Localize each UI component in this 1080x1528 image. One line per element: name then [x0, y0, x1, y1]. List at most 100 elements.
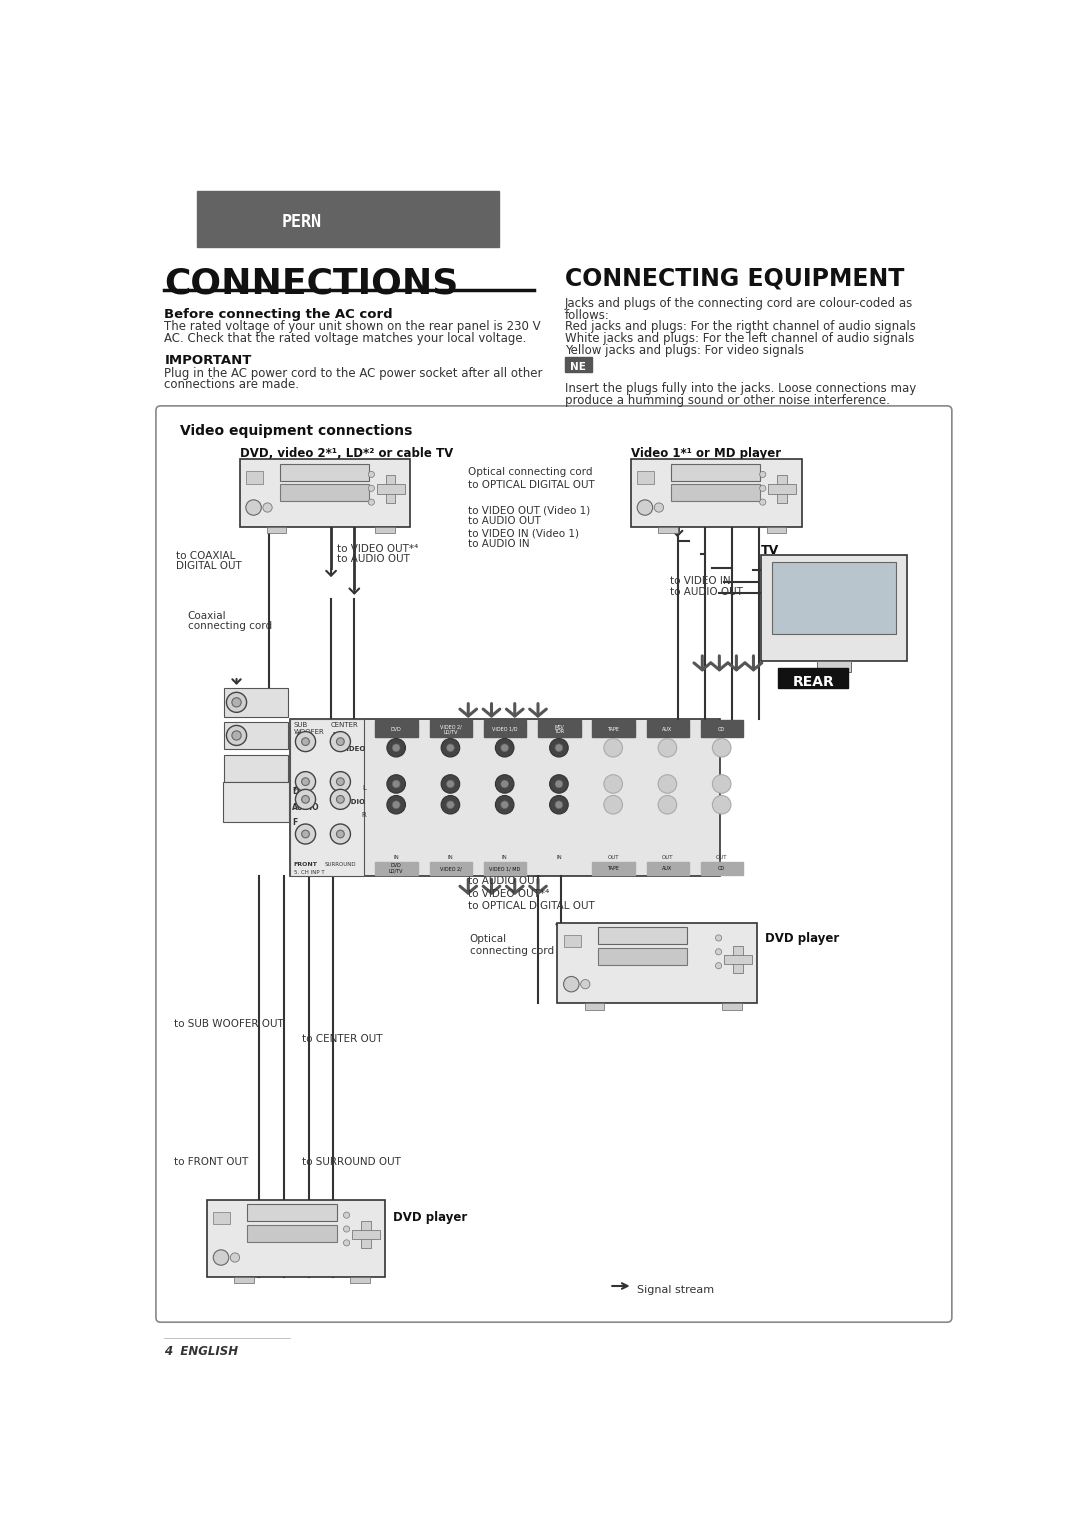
- Text: follows:: follows:: [565, 309, 610, 322]
- Bar: [225, 688, 287, 717]
- Text: TV: TV: [761, 544, 780, 556]
- Bar: [362, 1221, 370, 1248]
- Text: to OPTICAL DIGITAL OUT: to OPTICAL DIGITAL OUT: [469, 480, 595, 490]
- Bar: [484, 862, 526, 876]
- Text: F: F: [293, 817, 298, 827]
- Text: Red jacks and plugs: For the rigtht channel of audio signals: Red jacks and plugs: For the rigtht chan…: [565, 321, 916, 333]
- Circle shape: [550, 775, 568, 793]
- Text: to FRONT OUT: to FRONT OUT: [174, 1157, 248, 1167]
- Text: to COAXIAL: to COAXIAL: [176, 550, 235, 561]
- Text: to SUB WOOFER OUT: to SUB WOOFER OUT: [174, 1019, 283, 1028]
- Circle shape: [658, 796, 677, 814]
- Text: CONNECTIONS: CONNECTIONS: [164, 266, 459, 301]
- Text: VIDEO 2/
LD/TV: VIDEO 2/ LD/TV: [440, 724, 461, 735]
- Text: The rated voltage of your unit shown on the rear panel is 230 V: The rated voltage of your unit shown on …: [164, 321, 541, 333]
- Bar: [352, 1230, 380, 1239]
- Circle shape: [658, 738, 677, 756]
- Bar: [723, 1004, 742, 1010]
- Bar: [658, 527, 677, 533]
- Circle shape: [658, 775, 677, 793]
- Text: IN: IN: [447, 854, 454, 860]
- Circle shape: [501, 744, 509, 752]
- Bar: [816, 660, 851, 671]
- Bar: [597, 947, 687, 964]
- Bar: [761, 555, 907, 660]
- Bar: [247, 1225, 337, 1242]
- Bar: [234, 1277, 254, 1284]
- Text: to OPTICAL DIGITAL OUT: to OPTICAL DIGITAL OUT: [469, 902, 595, 911]
- Bar: [387, 475, 395, 503]
- Circle shape: [230, 1253, 240, 1262]
- Circle shape: [564, 976, 579, 992]
- Text: CD: CD: [718, 866, 726, 871]
- Text: *3: *3: [293, 785, 303, 796]
- Bar: [430, 720, 472, 736]
- Circle shape: [296, 732, 315, 752]
- Circle shape: [330, 732, 350, 752]
- Text: TAPE: TAPE: [607, 727, 619, 732]
- Text: OPTICAL
(VIDEO 1): OPTICAL (VIDEO 1): [247, 729, 278, 740]
- Circle shape: [441, 775, 460, 793]
- Text: TAPE: TAPE: [607, 866, 619, 871]
- Text: to VIDEO OUT (Video 1): to VIDEO OUT (Video 1): [469, 506, 591, 515]
- Text: IN: IN: [502, 854, 508, 860]
- Circle shape: [604, 738, 622, 756]
- Text: OUT: OUT: [607, 854, 619, 860]
- Circle shape: [232, 698, 241, 707]
- Circle shape: [246, 500, 261, 515]
- Bar: [207, 1199, 386, 1277]
- Bar: [767, 527, 786, 533]
- Circle shape: [715, 963, 721, 969]
- Circle shape: [368, 486, 375, 492]
- Circle shape: [387, 775, 405, 793]
- Bar: [779, 668, 848, 689]
- Bar: [291, 718, 364, 877]
- Circle shape: [654, 503, 663, 512]
- Circle shape: [555, 801, 563, 808]
- Circle shape: [392, 801, 400, 808]
- Bar: [647, 720, 689, 736]
- Text: VIDEO: VIDEO: [341, 746, 366, 752]
- Bar: [350, 1277, 369, 1284]
- Circle shape: [713, 796, 731, 814]
- Circle shape: [343, 1239, 350, 1245]
- Bar: [280, 463, 369, 481]
- Circle shape: [759, 500, 766, 506]
- Text: connections are made.: connections are made.: [164, 377, 299, 391]
- Text: to VIDEO IN: to VIDEO IN: [670, 576, 730, 587]
- Circle shape: [759, 486, 766, 492]
- Text: CONNECTING EQUIPMENT: CONNECTING EQUIPMENT: [565, 266, 905, 290]
- Circle shape: [301, 738, 309, 746]
- Bar: [672, 484, 760, 501]
- Text: Insert the plugs fully into the jacks. Loose connections may: Insert the plugs fully into the jacks. L…: [565, 382, 916, 396]
- Bar: [375, 720, 418, 736]
- Text: to VIDEO IN (Video 1): to VIDEO IN (Video 1): [469, 529, 579, 538]
- Text: R: R: [361, 811, 366, 817]
- Circle shape: [637, 500, 652, 515]
- Circle shape: [343, 1225, 350, 1232]
- Text: DIGITAL OUT: DIGITAL OUT: [176, 561, 242, 570]
- Bar: [247, 1204, 337, 1221]
- Text: OUT: OUT: [716, 854, 728, 860]
- Circle shape: [392, 781, 400, 788]
- Bar: [733, 946, 743, 973]
- Text: VIDEO 2/: VIDEO 2/: [440, 866, 461, 871]
- Circle shape: [387, 796, 405, 814]
- Bar: [724, 955, 752, 964]
- Circle shape: [496, 775, 514, 793]
- Text: AUX: AUX: [662, 866, 673, 871]
- Text: Yellow jacks and plugs: For video signals: Yellow jacks and plugs: For video signal…: [565, 344, 805, 356]
- Text: DVD, video 2*¹, LD*² or cable TV: DVD, video 2*¹, LD*² or cable TV: [240, 446, 453, 460]
- Bar: [225, 755, 287, 782]
- Circle shape: [550, 738, 568, 756]
- Circle shape: [296, 772, 315, 792]
- Bar: [701, 720, 743, 736]
- Text: COAXIAL
(VIDEO 2): COAXIAL (VIDEO 2): [247, 694, 278, 704]
- Text: IMPORTANT: IMPORTANT: [164, 354, 252, 367]
- Bar: [225, 723, 287, 749]
- Text: DIGITAL IN *3
PCM
DOLBY DIGITAL/
DTS: DIGITAL IN *3 PCM DOLBY DIGITAL/ DTS: [225, 785, 267, 810]
- Text: D: D: [293, 787, 299, 796]
- Circle shape: [715, 949, 721, 955]
- Bar: [280, 484, 369, 501]
- Circle shape: [441, 738, 460, 756]
